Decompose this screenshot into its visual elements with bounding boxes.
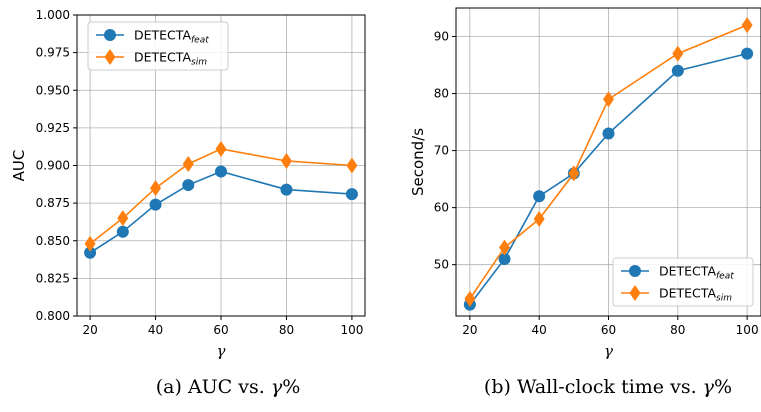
y-tick-label: 0.825 [36, 271, 70, 285]
legend-marker-sim [104, 49, 116, 65]
y-tick-label: 90 [434, 30, 449, 44]
data-point-sim [464, 290, 476, 307]
x-tick-label: 20 [462, 323, 477, 337]
data-point-sim [568, 165, 580, 182]
y-tick-label: 0.850 [36, 234, 70, 248]
data-point-feat [741, 47, 754, 60]
data-point-sim [672, 45, 684, 62]
data-point-sim [346, 157, 358, 174]
legend-label-feat: DETECTAfeat [134, 28, 209, 46]
legend-label-sim: DETECTAsim [134, 50, 207, 68]
figure-caption: (a) AUC vs. γ% [156, 376, 301, 398]
data-point-feat [602, 127, 615, 140]
x-axis-label: γ [604, 342, 613, 360]
legend-box [87, 21, 229, 71]
legend-label-feat: DETECTAfeat [659, 264, 734, 282]
y-tick-label: 70 [434, 144, 449, 158]
data-point-feat [533, 190, 546, 203]
x-tick-label: 60 [213, 323, 228, 337]
data-point-sim [280, 152, 292, 169]
legend-marker-sim [629, 285, 641, 301]
legend-marker-feat [104, 29, 116, 41]
data-point-feat [215, 165, 227, 178]
figure-caption: (b) Wall-clock time vs. γ% [484, 376, 732, 398]
x-tick-label: 100 [340, 323, 363, 337]
y-tick-label: 0.975 [36, 46, 70, 60]
data-point-feat [116, 225, 129, 238]
y-tick-label: 0.950 [36, 83, 70, 97]
y-tick-label: 50 [434, 258, 449, 272]
data-point-feat [671, 64, 684, 77]
data-point-sim [215, 140, 227, 157]
data-point-feat [280, 183, 293, 196]
data-point-sim [117, 210, 129, 227]
y-tick-label: 0.800 [36, 309, 70, 323]
y-tick-label: 60 [434, 201, 449, 215]
data-point-feat [182, 179, 195, 192]
data-point-sim [499, 239, 511, 256]
x-axis-label: γ [217, 342, 226, 360]
data-point-sim [533, 211, 545, 228]
y-tick-label: 0.925 [36, 121, 70, 135]
x-tick-label: 20 [82, 323, 97, 337]
y-tick-label: 0.875 [36, 196, 70, 210]
data-point-feat [84, 246, 97, 259]
y-axis-label: Second/s [409, 128, 427, 196]
y-axis-label: AUC [10, 150, 28, 182]
legend-box [612, 257, 754, 307]
wall-clock-chart: 20 40 60 80 100 50 60 70 80 90 γ Second/s DETECTAfea… [409, 7, 761, 398]
legend-label-sim: DETECTAsim [659, 286, 732, 304]
series-sim [84, 140, 358, 252]
data-point-sim [741, 17, 753, 34]
x-tick-label: 40 [532, 323, 547, 337]
data-point-sim [603, 91, 614, 108]
data-point-sim [150, 180, 162, 197]
y-tick-label: 80 [434, 87, 449, 101]
auc-chart: 20 40 60 80 100 0.800 0.825 0.850 0.875 0.900 0.92… [10, 8, 366, 398]
legend: DETECTAfeat DETECTAsim [612, 257, 754, 307]
y-tick-label: 0.900 [36, 159, 70, 173]
legend: DETECTAfeat DETECTAsim [87, 21, 229, 71]
x-tick-label: 80 [670, 323, 685, 337]
data-point-feat [345, 188, 358, 201]
data-point-feat [149, 198, 162, 211]
legend-marker-feat [629, 265, 641, 277]
y-tick-label: 1.000 [36, 8, 70, 22]
x-tick-label: 40 [148, 323, 163, 337]
data-point-sim [182, 155, 194, 172]
data-point-feat [498, 252, 511, 265]
series-sim [464, 17, 753, 307]
x-tick-label: 60 [601, 323, 616, 337]
x-tick-label: 80 [279, 323, 294, 337]
x-tick-label: 100 [736, 323, 759, 337]
data-point-sim [84, 235, 96, 252]
series-feat [84, 165, 358, 259]
